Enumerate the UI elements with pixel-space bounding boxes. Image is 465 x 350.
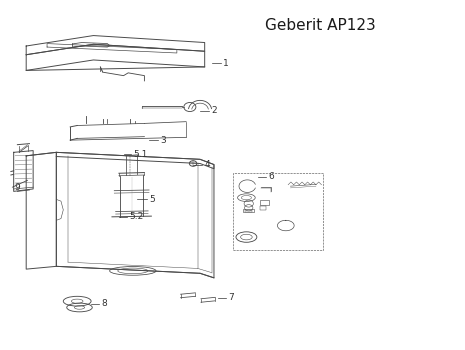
- Text: 2: 2: [212, 106, 217, 115]
- Text: 1: 1: [223, 59, 229, 68]
- Text: 5: 5: [149, 195, 155, 204]
- Text: 5.1: 5.1: [133, 149, 147, 159]
- Text: 9: 9: [14, 183, 20, 192]
- Bar: [260, 206, 266, 210]
- Text: 4: 4: [205, 160, 210, 169]
- Text: 5.2: 5.2: [130, 212, 144, 221]
- Text: 3: 3: [160, 136, 166, 145]
- Bar: [245, 210, 252, 212]
- Text: 8: 8: [102, 300, 107, 308]
- Text: Geberit AP123: Geberit AP123: [265, 18, 376, 33]
- Text: 6: 6: [269, 172, 274, 181]
- Text: 7: 7: [228, 293, 233, 302]
- Bar: [260, 200, 269, 205]
- Bar: [243, 209, 254, 212]
